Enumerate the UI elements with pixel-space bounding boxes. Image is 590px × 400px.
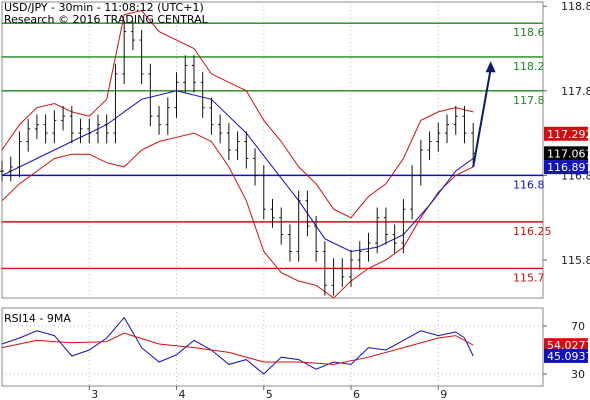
x-tick-label-3: 3 [91, 388, 98, 400]
price-bar-46 [401, 199, 406, 254]
price-bar-50 [436, 122, 441, 152]
price-bar-47 [410, 165, 415, 220]
rsi-panel-frame [1, 307, 544, 387]
price-bar-51 [445, 114, 450, 144]
x-tick-label-6: 6 [353, 388, 360, 400]
price-bar-17 [148, 63, 153, 127]
price-bar-32 [279, 207, 284, 245]
price-bar-48 [418, 139, 423, 186]
price-bar-43 [375, 207, 380, 254]
rsi-series-rsi [1, 316, 474, 375]
x-tick-label-9: 9 [440, 388, 447, 400]
price-badge-label: 116.897 [547, 161, 590, 174]
rsi-badge-bg [544, 348, 588, 363]
price-bar-52 [453, 106, 458, 135]
price-bar-2 [17, 131, 22, 178]
price-bar-44 [383, 207, 388, 245]
price-badge-bg [544, 146, 588, 161]
rsi-panel [1, 307, 544, 387]
price-badge-label: 117.292 [547, 128, 590, 141]
chart-header-title: USD/JPY - 30min - 11:08:12 (UTC+1) [4, 1, 204, 14]
price-panel [1, 1, 544, 299]
price-badge-bg [544, 160, 588, 175]
price-badge-bg [544, 126, 588, 141]
rsi-y-label-70: 70 [571, 320, 585, 333]
price-y-label-117.8: 117.8 [561, 85, 590, 98]
rsi-y-label-30: 30 [571, 368, 585, 381]
price-badge-116.897: 116.897 [544, 160, 590, 175]
price-bar-42 [366, 232, 371, 262]
price-bar-24 [209, 97, 214, 135]
price-bar-22 [191, 55, 196, 93]
price-bar-28 [244, 131, 249, 169]
price-bar-14 [122, 21, 127, 85]
price-bar-53 [462, 106, 467, 144]
price-bar-20 [174, 72, 179, 118]
price-bar-19 [165, 97, 170, 135]
bollinger-lower-line [1, 132, 474, 299]
rsi-badge-45.0937: 45.0937 [544, 348, 590, 363]
price-bar-16 [139, 29, 144, 85]
price-bar-37 [322, 241, 327, 296]
rsi-badge-label: 45.0937 [547, 350, 590, 363]
price-badge-117.292: 117.292 [544, 126, 590, 141]
price-bar-40 [349, 249, 354, 288]
price-bar-26 [226, 122, 231, 161]
price-bar-21 [183, 55, 188, 93]
price-bar-10 [87, 118, 92, 144]
price-bar-25 [218, 114, 223, 144]
x-tick-label-4: 4 [179, 388, 186, 400]
price-bar-3 [26, 118, 31, 152]
price-bar-1 [8, 156, 13, 182]
price-panel-frame [1, 1, 544, 299]
price-bar-33 [287, 224, 292, 262]
price-y-label-118.8: 118.8 [561, 0, 590, 13]
forecast-arrow-head [485, 61, 496, 73]
price-bar-38 [331, 258, 336, 296]
price-bar-8 [69, 106, 74, 144]
price-bar-41 [357, 241, 362, 271]
x-tick-label-5: 5 [266, 388, 273, 400]
price-bar-31 [270, 199, 275, 228]
price-badge-label: 117.061 [547, 147, 590, 160]
price-bar-30 [261, 165, 266, 220]
price-bar-11 [95, 114, 100, 144]
price-badge-117.061: 117.061 [544, 146, 590, 161]
level-label-118.6: 118.6 [513, 26, 545, 39]
forecast-arrow-shaft [472, 69, 492, 168]
price-bar-49 [427, 131, 432, 161]
price-bar-4 [34, 114, 39, 140]
chart-header-copyright: Research © 2016 TRADING CENTRAL [4, 13, 209, 26]
price-bar-18 [157, 106, 162, 135]
rsi-badge-bg [544, 338, 588, 353]
level-label-116.25: 116.25 [513, 225, 552, 238]
rsi-series-ma [1, 332, 474, 365]
price-bar-12 [104, 114, 109, 144]
price-bar-34 [296, 190, 301, 262]
price-bar-35 [305, 190, 310, 237]
price-bar-13 [113, 63, 118, 144]
price-bar-29 [253, 148, 258, 186]
level-label-116.8: 116.8 [513, 178, 545, 191]
price-bar-45 [392, 224, 397, 254]
price-bar-6 [52, 110, 57, 144]
level-label-117.8: 117.8 [513, 94, 545, 107]
price-y-label-115.8: 115.8 [561, 254, 590, 267]
price-bar-23 [200, 72, 205, 118]
rsi-panel-title: RSI14 - 9MA [4, 312, 71, 325]
price-bar-5 [43, 114, 48, 144]
level-label-118.2: 118.2 [513, 60, 545, 73]
price-bar-15 [130, 21, 135, 51]
price-bar-9 [78, 118, 83, 144]
price-bar-27 [235, 131, 240, 161]
moving-average-line [1, 90, 474, 253]
price-bar-39 [340, 258, 345, 288]
price-bar-36 [314, 215, 319, 262]
bollinger-upper-line [1, 9, 474, 219]
price-bar-0 [0, 160, 4, 182]
level-label-115.7: 115.7 [513, 271, 545, 284]
price-bar-7 [61, 106, 66, 131]
